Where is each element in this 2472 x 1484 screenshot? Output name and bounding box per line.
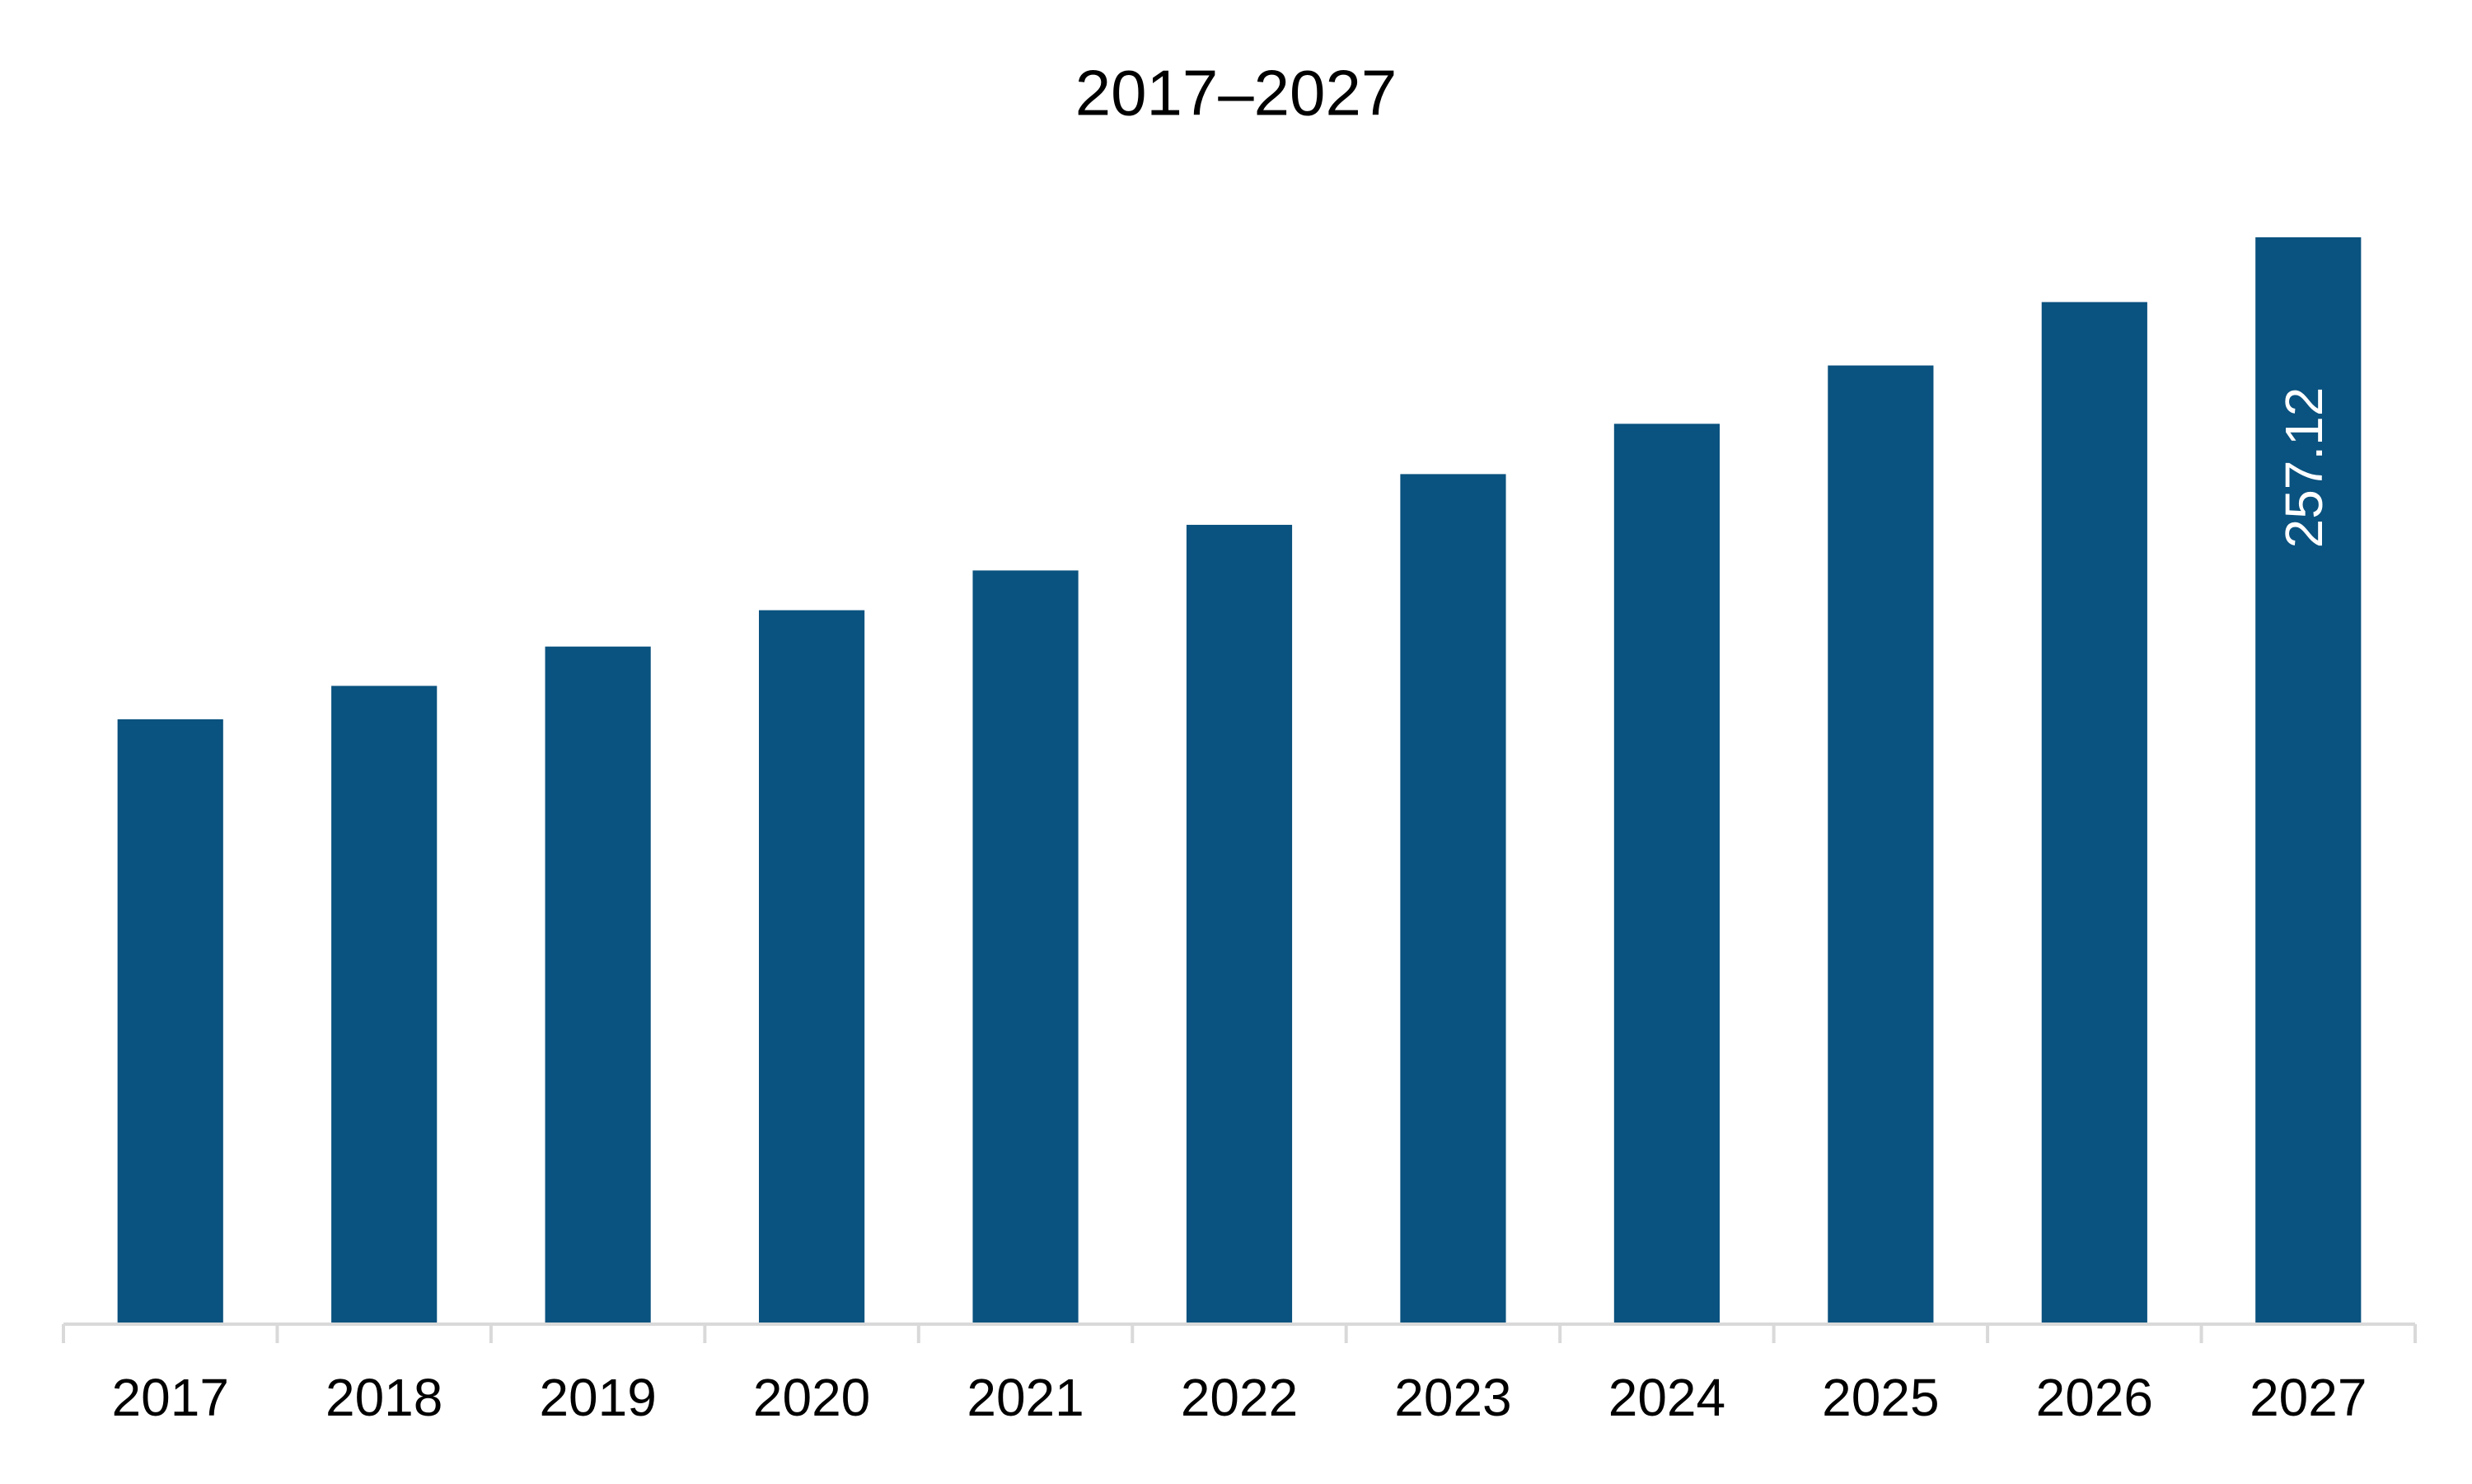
bar xyxy=(1828,365,1934,1324)
x-tick-label: 2023 xyxy=(1394,1368,1511,1427)
bar xyxy=(331,686,438,1324)
x-tick-label: 2024 xyxy=(1608,1368,1725,1427)
bar xyxy=(1613,424,1720,1324)
x-tick-label: 2021 xyxy=(967,1368,1084,1427)
bar xyxy=(1400,474,1506,1325)
bar xyxy=(759,610,865,1324)
chart-title: 2017–2027 xyxy=(1075,57,1397,129)
x-tick-label: 2019 xyxy=(539,1368,656,1427)
x-tick-label: 2017 xyxy=(112,1368,229,1427)
bar xyxy=(972,570,1079,1324)
x-tick-label: 2027 xyxy=(2250,1368,2367,1427)
bar xyxy=(2041,302,2147,1324)
x-tick-label: 2026 xyxy=(2036,1368,2153,1427)
bar xyxy=(545,646,651,1324)
value-label: 257.12 xyxy=(2274,387,2334,549)
bar xyxy=(1186,524,1293,1324)
x-tick-label: 2025 xyxy=(1822,1368,1939,1427)
x-tick-label: 2018 xyxy=(325,1368,442,1427)
x-tick-label: 2020 xyxy=(753,1368,870,1427)
bar xyxy=(117,719,223,1324)
x-tick-label: 2022 xyxy=(1181,1368,1298,1427)
bar xyxy=(2255,237,2362,1324)
